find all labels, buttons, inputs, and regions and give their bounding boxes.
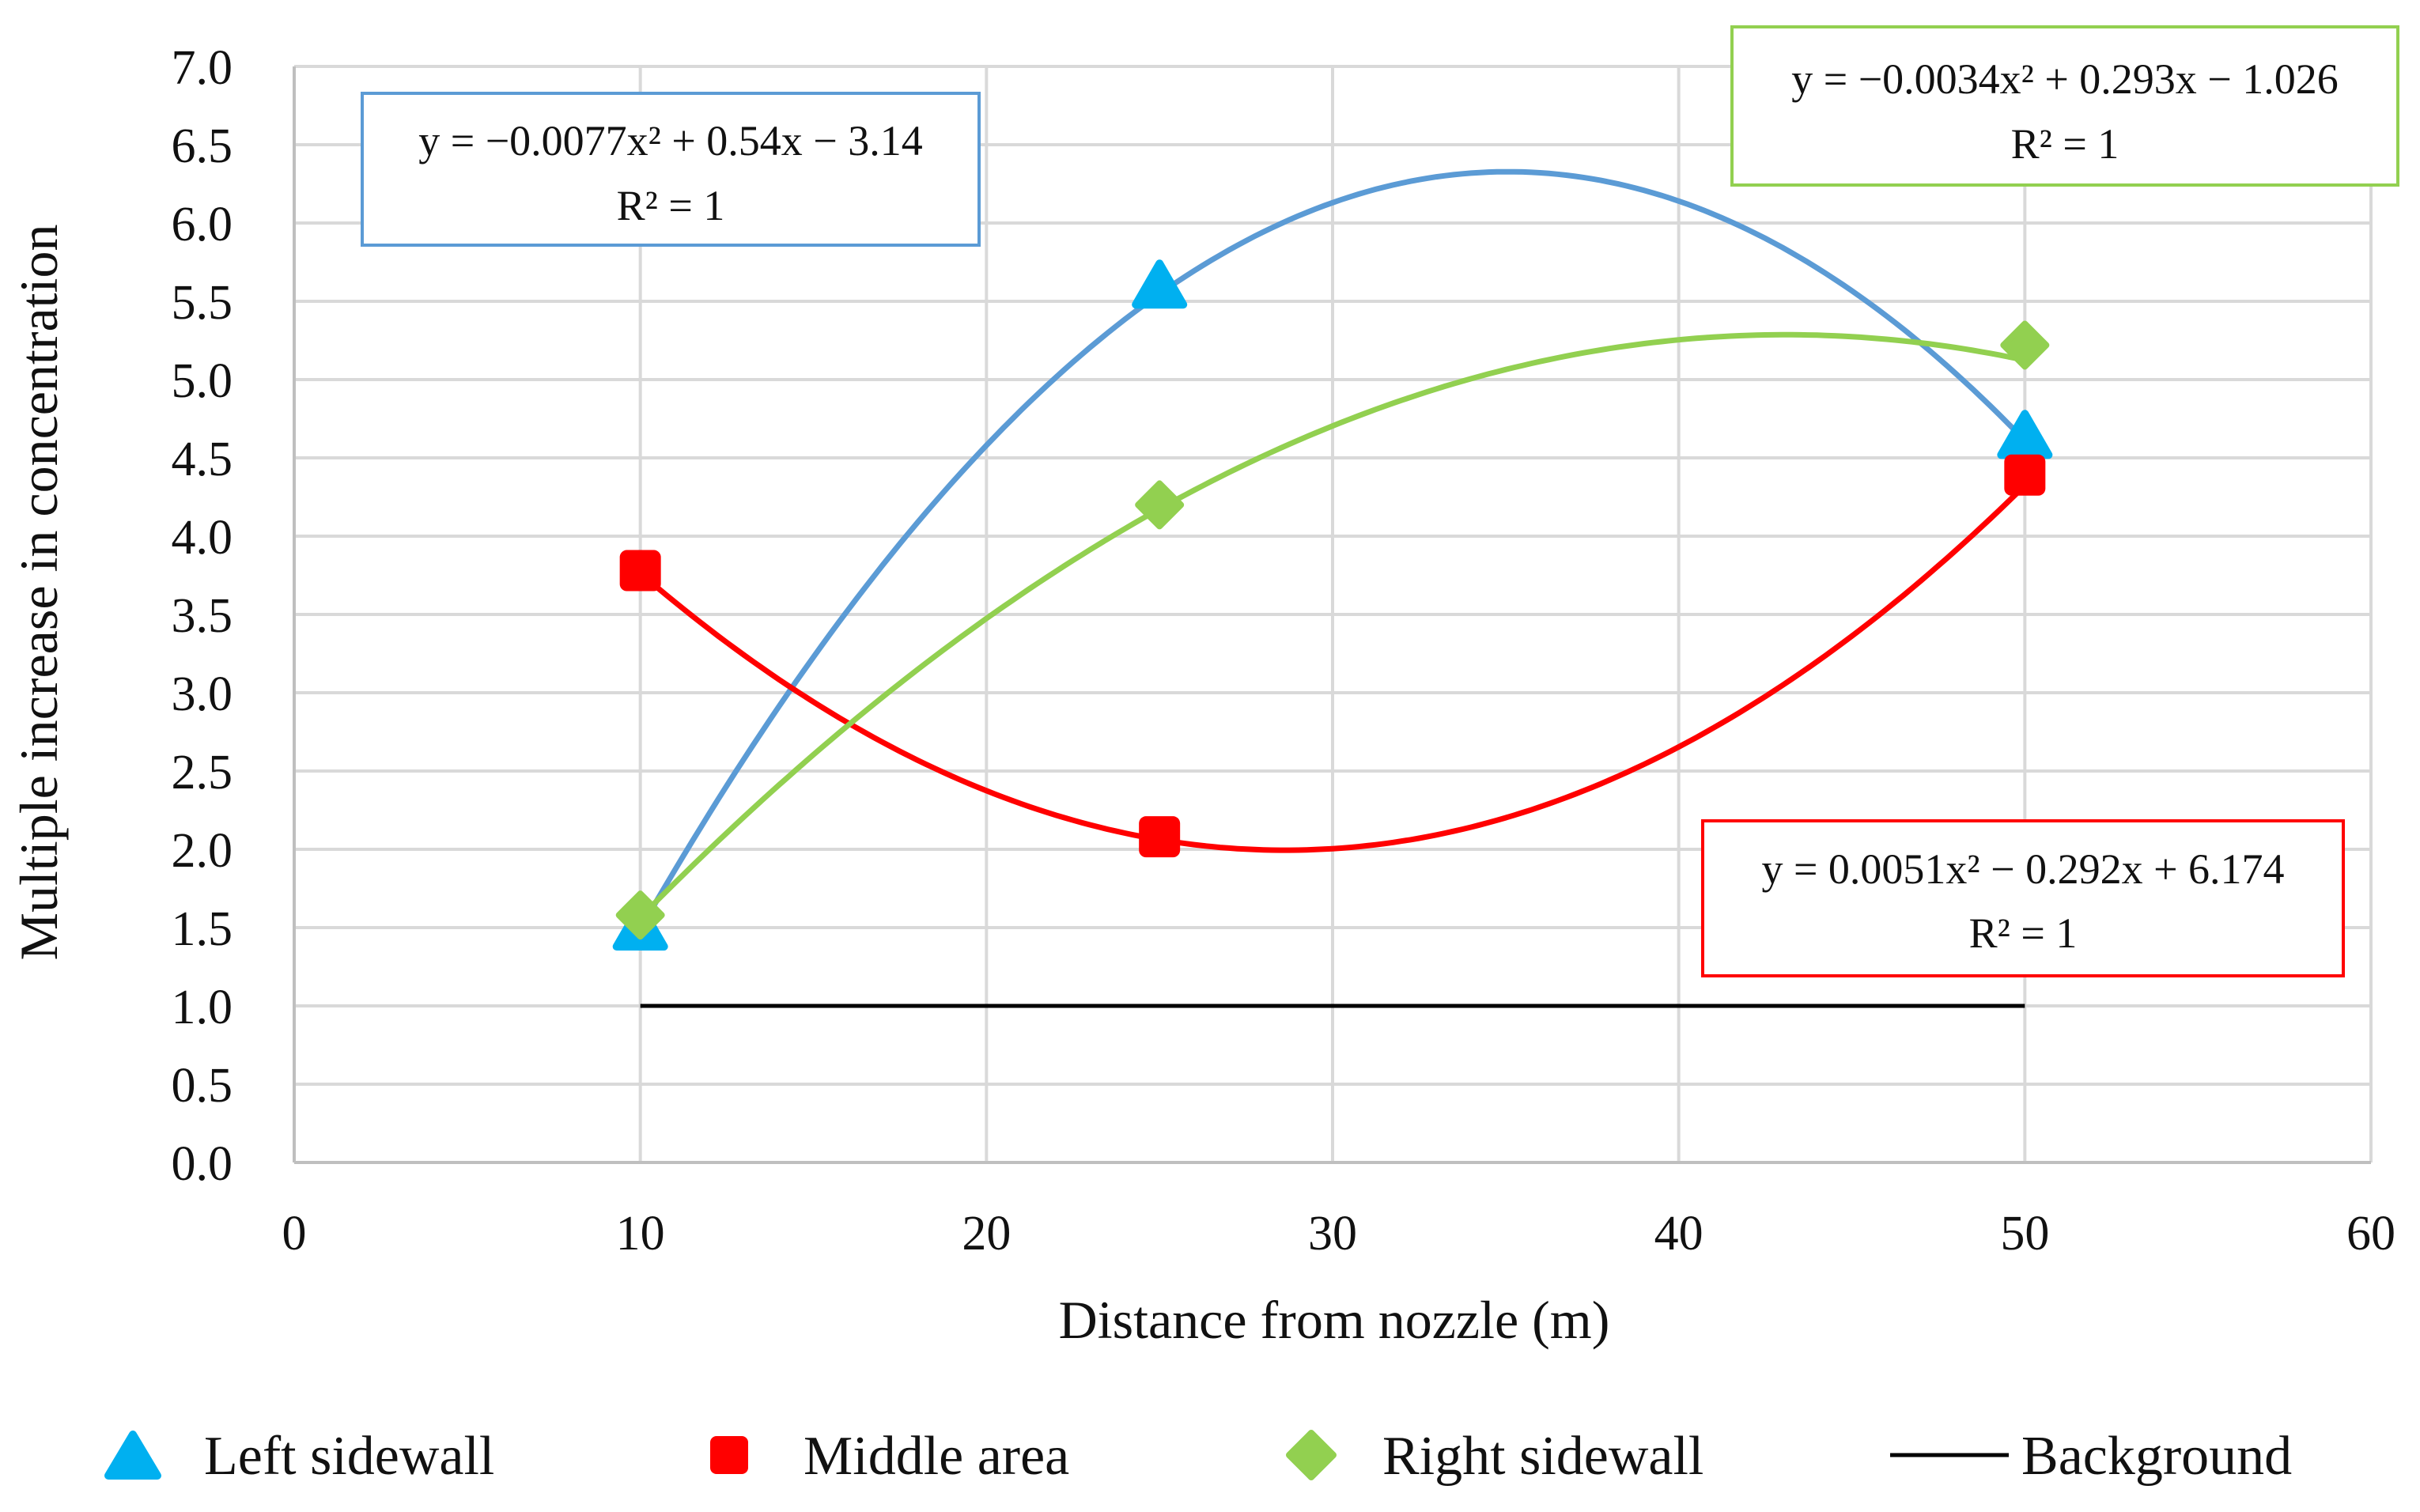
y-tick-label: 6.5 [172,119,233,173]
square-icon [710,1436,748,1474]
trendline-middle-area [637,482,2028,853]
y-tick-label: 6.0 [172,198,233,251]
data-point-right-sidewall [1135,480,1185,530]
equation-text: y = −0.0034x² + 0.293x − 1.026 [1791,55,2339,103]
legend-label: Background [2021,1426,2292,1487]
data-point-right-sidewall [615,890,665,940]
y-tick-label: 4.5 [172,433,233,486]
x-tick-label: 20 [962,1207,1011,1261]
x-tick-label: 0 [282,1207,307,1261]
r-squared-text: R² = 1 [2011,120,2119,168]
x-tick-label: 50 [2000,1207,2049,1261]
y-tick-label: 1.5 [172,902,233,956]
legend-label: Left sidewall [204,1426,494,1487]
legend: Left sidewall Middle area Right sidewall… [104,1426,2292,1487]
y-tick-label: 3.0 [172,667,233,721]
legend-item-right-sidewall[interactable]: Right sidewall [1286,1426,1703,1487]
x-tick-label: 30 [1308,1207,1357,1261]
equation-box-frame [1701,819,2345,977]
trendline-right-sidewall [637,331,2028,920]
data-point-right-sidewall [2000,320,2050,370]
legend-item-background[interactable]: Background [1890,1426,2292,1487]
r-squared-text: R² = 1 [1969,909,2078,957]
y-tick-label: 3.5 [172,589,233,643]
equation-box-frame [1730,25,2399,187]
y-tick-label: 7.0 [172,41,233,95]
y-tick-label: 2.0 [172,824,233,878]
equation-box-right-sidewall: y = −0.0034x² + 0.293x − 1.026 R² = 1 [1730,25,2399,187]
y-tick-label: 2.5 [172,746,233,799]
x-tick-label: 10 [616,1207,665,1261]
y-tick-label: 1.0 [172,981,233,1034]
y-tick-label: 4.0 [172,511,233,565]
data-point-left-sidewall [1132,259,1188,309]
r-squared-text: R² = 1 [617,182,725,229]
y-tick-label: 0.0 [172,1137,233,1191]
diamond-icon [1286,1430,1337,1480]
legend-item-middle-area[interactable]: Middle area [710,1426,1069,1487]
y-axis-title: Multiple increase in concentration [9,225,69,961]
legend-label: Right sidewall [1382,1426,1703,1487]
data-markers [612,259,2053,951]
equation-box-middle-area: y = 0.0051x² − 0.292x + 6.174 R² = 1 [1701,819,2345,977]
y-tick-label: 0.5 [172,1059,233,1113]
y-tick-label: 5.0 [172,354,233,408]
axes: 0.0 0.5 1.0 1.5 2.0 2.5 3.0 3.5 4.0 4.5 5.0 5.5 6.0 6… [9,41,2395,1350]
legend-item-left-sidewall[interactable]: Left sidewall [104,1426,494,1487]
equation-text: y = −0.0077x² + 0.54x − 3.14 [418,117,923,164]
x-tick-label: 60 [2346,1207,2395,1261]
x-axis-title: Distance from nozzle (m) [1059,1290,1610,1350]
x-tick-label: 40 [1654,1207,1703,1261]
data-point-middle-area [619,550,661,592]
data-point-middle-area [2004,454,2046,496]
legend-label: Middle area [804,1426,1069,1487]
y-tick-label: 5.5 [172,276,233,330]
triangle-icon [104,1431,161,1480]
trendline-left-sidewall [637,168,2028,932]
equation-text: y = 0.0051x² − 0.292x + 6.174 [1761,845,2284,893]
trendlines [637,168,2028,1008]
equation-box-left-sidewall: y = −0.0077x² + 0.54x − 3.14 R² = 1 [361,92,981,247]
data-point-middle-area [1139,816,1181,858]
equation-box-frame [361,92,981,247]
